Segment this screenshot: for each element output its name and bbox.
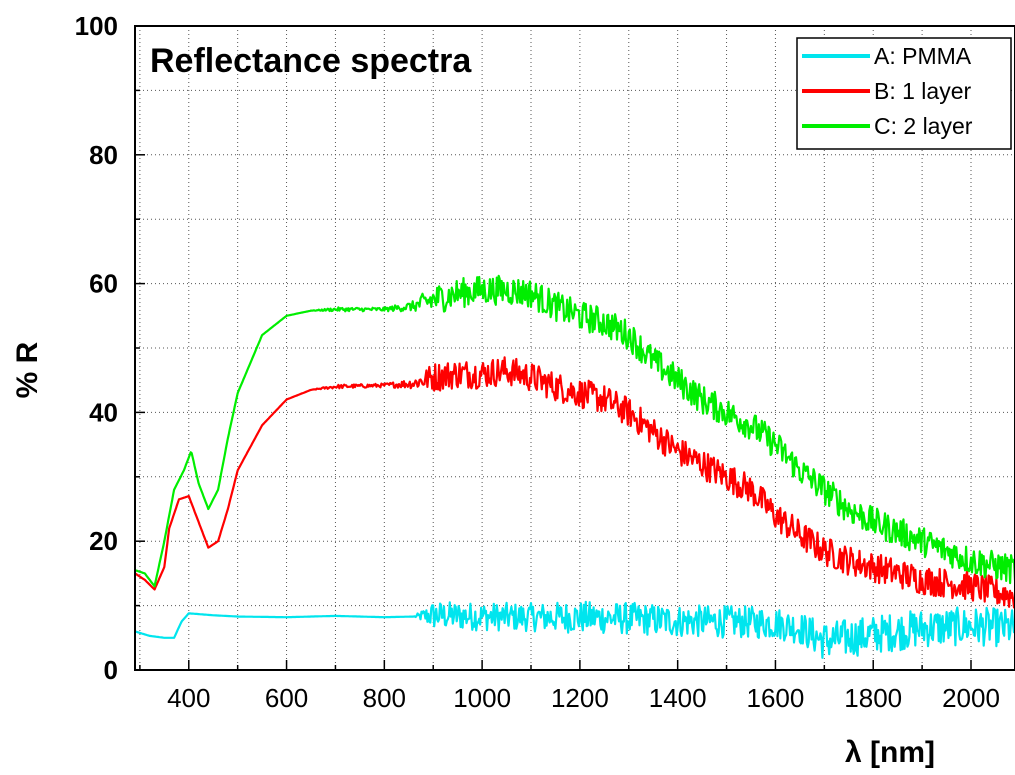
x-tick-label: 1400	[649, 683, 707, 713]
x-tick-label: 2000	[942, 683, 1000, 713]
grid	[135, 26, 1015, 670]
y-tick-label: 80	[89, 140, 118, 170]
y-tick-label: 0	[104, 655, 118, 685]
x-tick-label: 1800	[844, 683, 902, 713]
series-layer	[134, 274, 1015, 659]
series-line-1	[134, 356, 1015, 609]
chart-title: Reflectance spectra	[150, 42, 472, 80]
legend: A: PMMA B: 1 layer C: 2 layer	[796, 37, 1012, 150]
series-line-0	[134, 600, 1015, 659]
x-tick-label: 800	[363, 683, 406, 713]
x-axis-label: λ [nm]	[845, 736, 935, 769]
series-line-2	[134, 274, 1015, 588]
tick-marks	[135, 25, 972, 671]
x-tick-label: 400	[167, 683, 210, 713]
legend-label-b: B: 1 layer	[874, 78, 971, 104]
y-tick-label: 20	[89, 526, 118, 556]
legend-label-a: A: PMMA	[874, 43, 972, 69]
x-tick-label: 1200	[551, 683, 609, 713]
x-tick-label: 600	[265, 683, 308, 713]
y-tick-label: 40	[89, 397, 118, 427]
x-tick-label: 1600	[747, 683, 805, 713]
y-tick-label: 60	[89, 269, 118, 299]
x-tick-label: 1000	[453, 683, 511, 713]
y-tick-labels: 0 20 40 60 80 100	[75, 11, 118, 685]
y-tick-label: 100	[75, 11, 118, 41]
y-axis-label: % R	[11, 341, 44, 398]
x-tick-labels: 400 600 800 1000 1200 1400 1600 1800 2000	[167, 683, 1000, 713]
legend-label-c: C: 2 layer	[874, 113, 973, 139]
